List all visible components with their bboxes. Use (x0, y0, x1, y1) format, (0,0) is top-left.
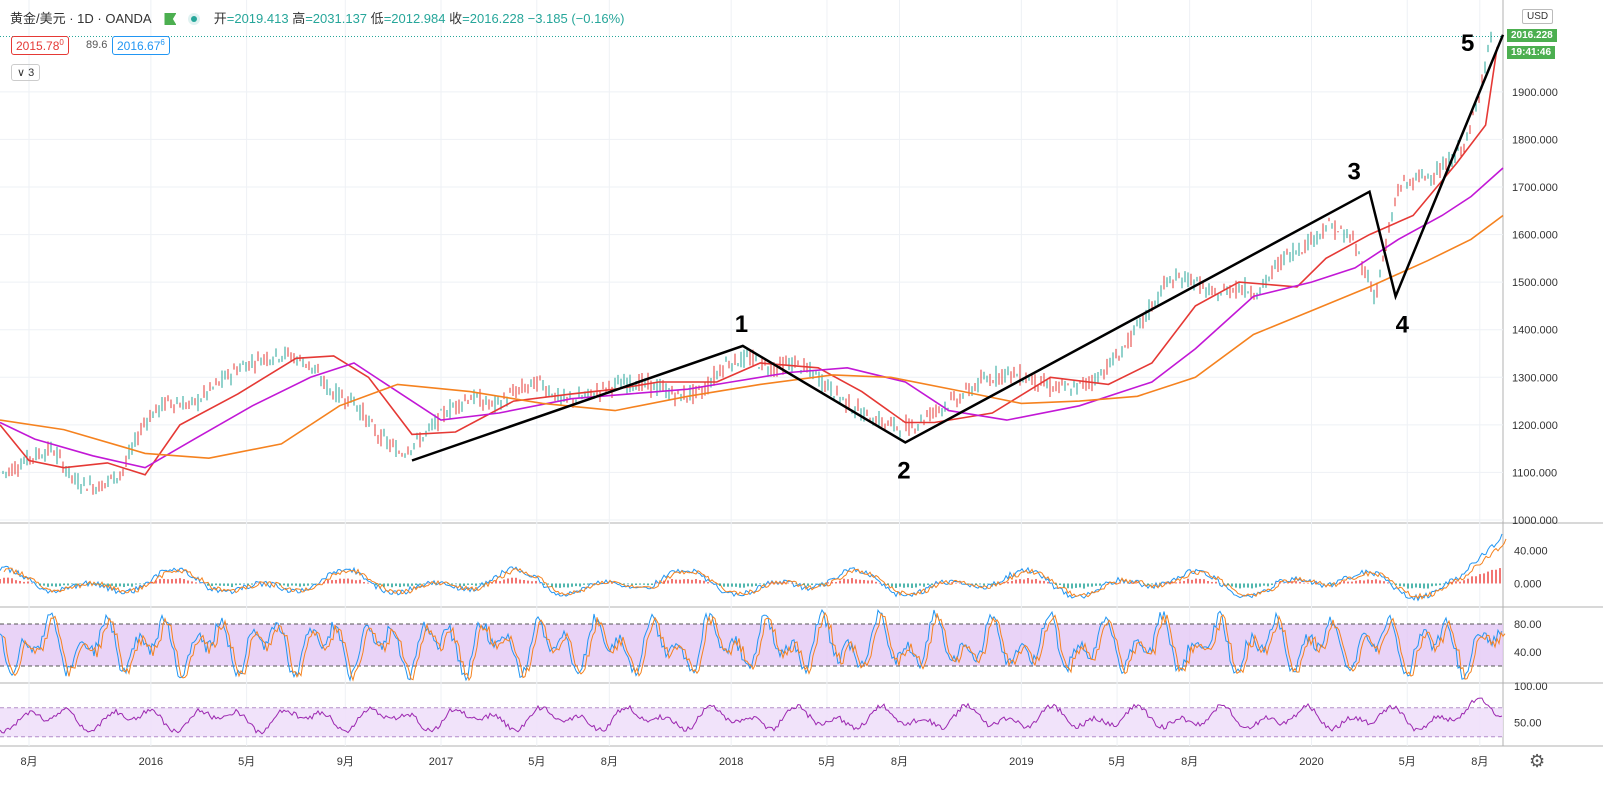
y-tick-label: 1200.000 (1512, 420, 1558, 432)
stochastic-pane: 40.00 80.00 (0, 608, 1542, 682)
x-tick-label: 2016 (139, 756, 163, 768)
x-tick-label: 5月 (528, 756, 545, 768)
spread-value: 89.6 (86, 39, 108, 51)
y-tick-label: 1800.000 (1512, 134, 1558, 146)
open-value: =2019.413 (226, 11, 289, 26)
rsi-line (0, 697, 1503, 735)
stoch-d-line (2, 611, 1506, 682)
ma-short-line (0, 46, 1498, 476)
ma-mid-line (0, 167, 1504, 469)
buy-button[interactable]: 2016.676 (112, 36, 170, 55)
stoch-k-line (0, 608, 1503, 682)
grid (0, 0, 1603, 747)
chevron-down-icon: ∨ (17, 67, 29, 79)
change-value: −3.185 (−0.16%) (527, 11, 625, 26)
x-tick-label: 9月 (337, 756, 354, 768)
low-label: 低 (370, 11, 384, 26)
wave-label: 1 (735, 311, 748, 338)
moving-averages (0, 46, 1504, 476)
symbol-title[interactable]: 黄金/美元 · 1D · OANDA (10, 11, 151, 26)
x-tick-label: 8月 (891, 756, 908, 768)
x-tick-label: 8月 (1471, 756, 1488, 768)
wave-line (411, 34, 1505, 462)
high-value: =2031.137 (305, 11, 368, 26)
macd-line (0, 533, 1503, 602)
x-tick-label: 8月 (601, 756, 618, 768)
y-tick-label: 0.000 (1514, 578, 1542, 590)
ma-long-line (0, 214, 1504, 460)
sell-button[interactable]: 2015.780 (11, 36, 69, 55)
y-tick-label: 1500.000 (1512, 277, 1558, 289)
bid-price: 2015.78 (16, 39, 60, 53)
x-tick-label: 2019 (1009, 756, 1033, 768)
y-tick-label: 1000.000 (1512, 515, 1558, 527)
collapse-count: 3 (28, 67, 35, 79)
close-value: =2016.228 (462, 11, 524, 26)
x-tick-label: 5月 (818, 756, 835, 768)
low-value: =2012.984 (383, 11, 446, 26)
market-status-icon (188, 13, 201, 25)
close-label: 收 (449, 11, 463, 26)
y-tick-label: 50.00 (1514, 717, 1542, 729)
rsi-pane: 100.00 50.00 (0, 681, 1548, 738)
wave-label: 2 (897, 457, 910, 484)
x-tick-label: 5月 (1109, 756, 1126, 768)
x-tick-label: 2017 (429, 756, 453, 768)
legend-header: 黄金/美元 · 1D · OANDA 开=2019.413 高=2031.137… (10, 8, 624, 27)
countdown-tag: 19:41:46 (1507, 46, 1556, 59)
y-tick-label: 1300.000 (1512, 372, 1558, 384)
open-label: 开 (213, 11, 227, 26)
bid-pip: 0 (59, 38, 64, 47)
gear-icon[interactable]: ⚙ (1529, 751, 1546, 771)
y-tick-label: 1100.000 (1512, 467, 1557, 479)
x-tick-label: 8月 (1181, 756, 1198, 768)
time-axis: 8月 2016 5月 9月 2017 5月 8月 2018 5月 8月 2019 5月 8月 2020 5月… (20, 756, 1488, 768)
y-tick-label: 1600.000 (1512, 230, 1558, 242)
x-tick-label: 2020 (1299, 756, 1323, 768)
x-tick-label: 5月 (1399, 756, 1416, 768)
macd-pane: 0.000 40.000 (0, 533, 1548, 602)
price-axis: 1000.000 1100.000 1200.000 1300.000 1400.000… (1512, 87, 1558, 527)
signal-line (3, 538, 1507, 600)
flag-icon[interactable] (164, 13, 177, 25)
wave-label: 3 (1348, 159, 1361, 186)
x-tick-label: 8月 (20, 756, 37, 768)
x-tick-label: 5月 (238, 756, 255, 768)
elliott-wave: 1 2 3 4 5 (411, 30, 1505, 484)
ask-price: 2016.67 (117, 39, 161, 53)
y-tick-label: 40.000 (1514, 546, 1548, 558)
rsi-band (0, 707, 1503, 737)
ask-pip: 6 (160, 38, 165, 47)
currency-button[interactable]: USD (1522, 9, 1554, 24)
indicators-collapse-button[interactable]: ∨ 3 (11, 64, 41, 81)
x-tick-label: 2018 (719, 756, 743, 768)
y-tick-label: 100.00 (1514, 681, 1548, 693)
wave-label: 4 (1396, 311, 1410, 338)
y-tick-label: 1700.000 (1512, 182, 1558, 194)
high-label: 高 (292, 11, 306, 26)
y-tick-label: 80.00 (1514, 619, 1542, 631)
last-price-tag: 2016.228 (1507, 29, 1557, 42)
y-tick-label: 40.00 (1514, 647, 1542, 659)
wave-label: 5 (1461, 30, 1474, 57)
y-tick-label: 1900.000 (1512, 87, 1558, 99)
y-tick-label: 1400.000 (1512, 325, 1558, 337)
